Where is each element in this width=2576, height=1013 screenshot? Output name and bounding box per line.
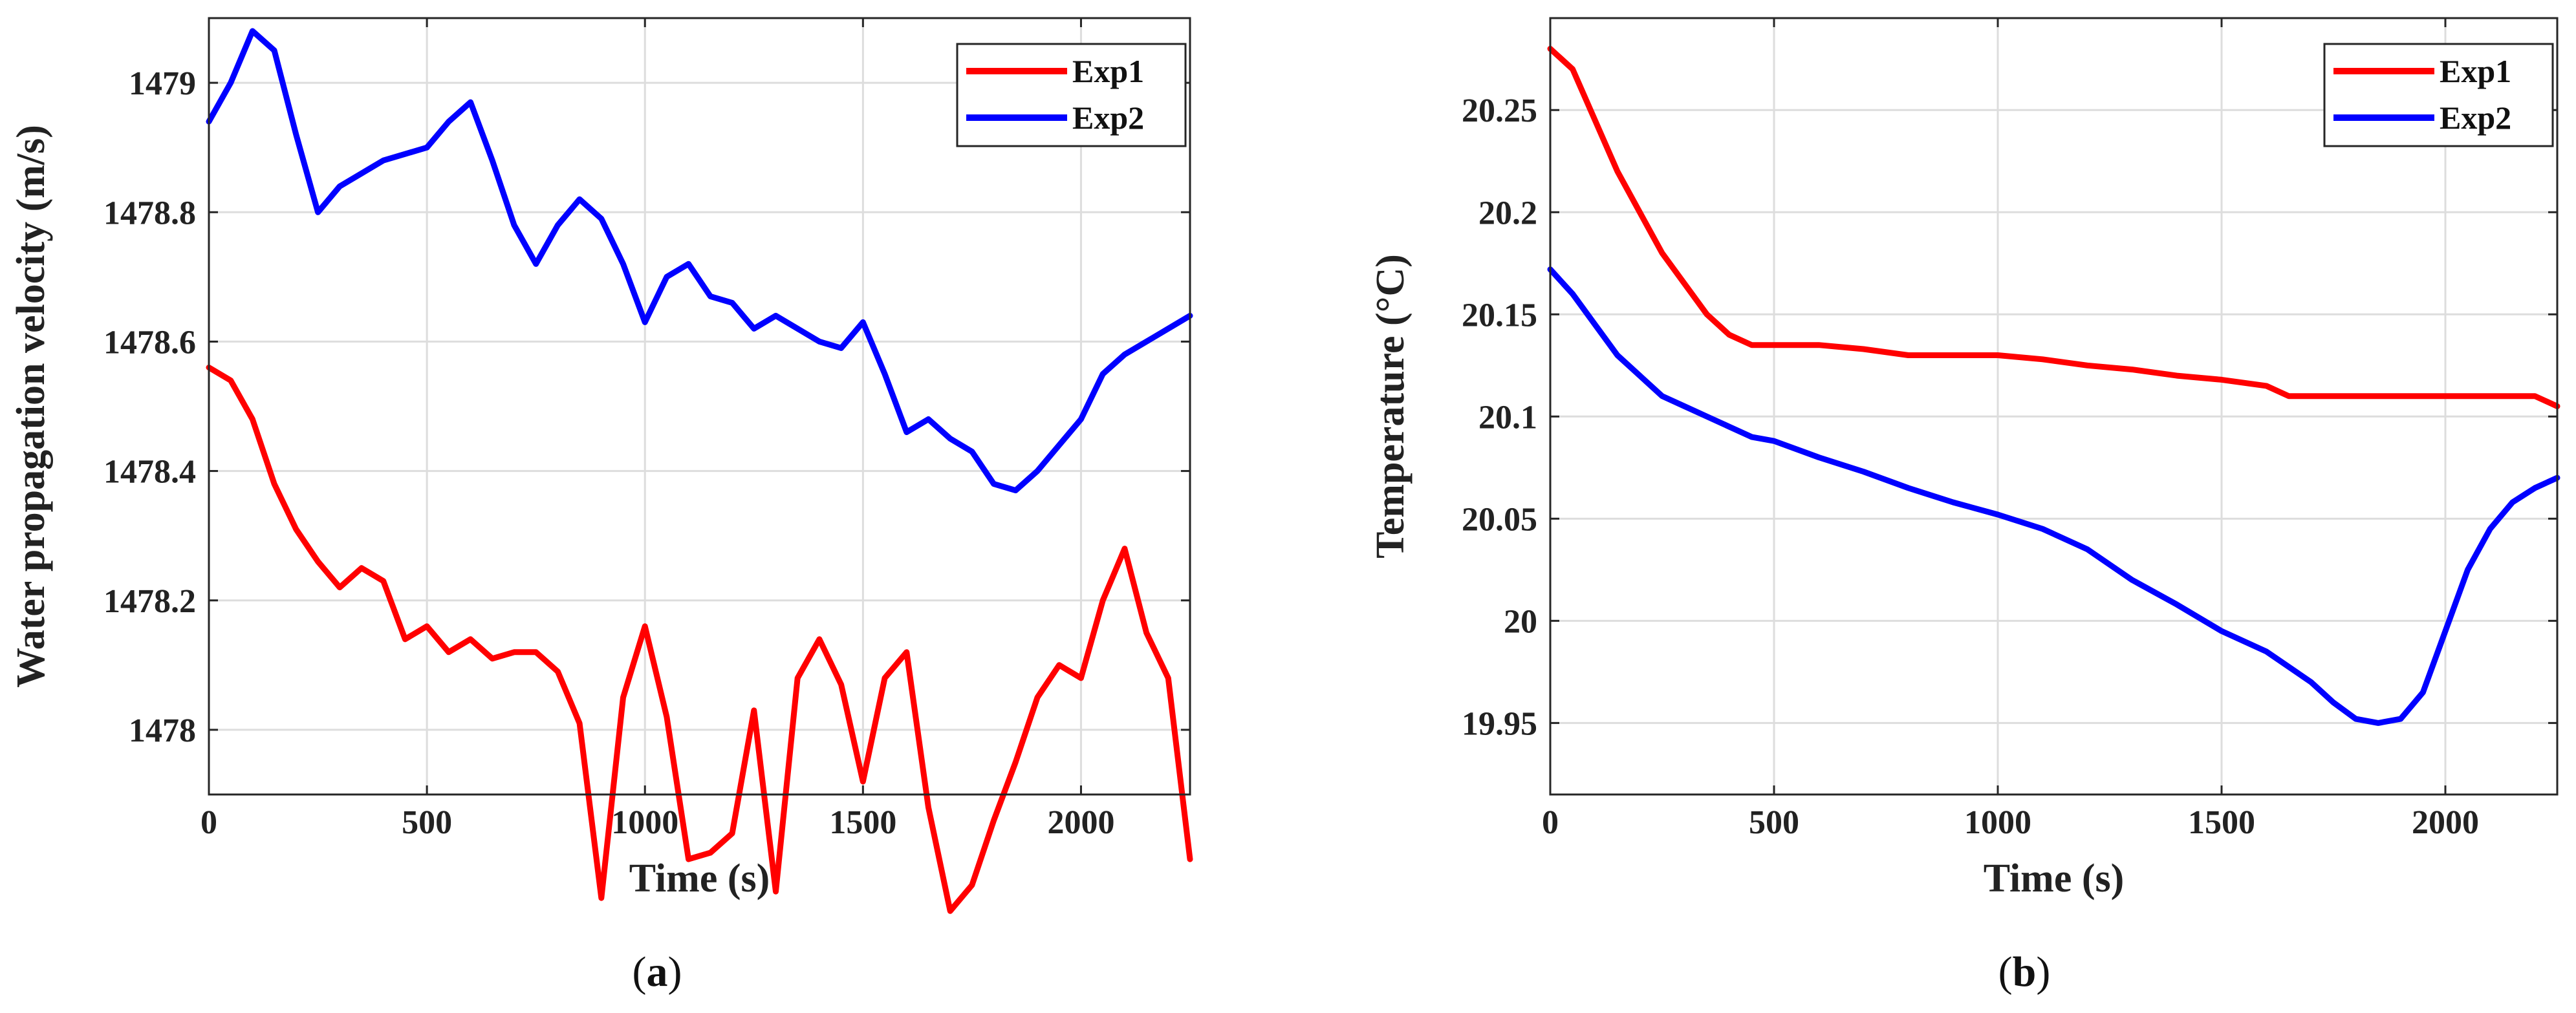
chart-b-y-tick-label: 20.15 [1462,297,1537,334]
chart-a-legend: Exp1 Exp2 [956,43,1187,147]
chart-a-y-tick-label: 1479 [129,65,196,102]
chart-a-legend-label-exp2: Exp2 [1072,100,1144,136]
chart-a-x-tick-label: 1500 [829,804,896,841]
chart-b-x-tick-label: 1000 [1964,804,2031,841]
chart-b-y-tick-label: 19.95 [1462,705,1537,742]
chart-a-panel-caption: (a) [633,948,682,996]
chart-a-ticks [208,18,1190,794]
chart-a: 0 500 1000 1500 2000 1478 1478.2 1478.4 1478.6 14… [9,17,1193,996]
chart-b-x-axis-label: Time (s) [1984,857,2125,901]
chart-a-plot-frame [208,17,1191,796]
chart-b-legend-label-exp2: Exp2 [2440,100,2511,136]
chart-b-legend-label-exp1: Exp1 [2440,53,2511,89]
chart-b-plot-frame [1549,17,2559,796]
chart-b-x-tick-label: 500 [1749,804,1799,841]
chart-a-series-exp1-line [206,365,1193,914]
chart-a-y-tick-label: 1478.4 [103,454,196,491]
chart-b-y-tick-label: 20 [1504,603,1537,640]
chart-b-series-exp1-line [1547,45,2560,409]
chart-b-y-axis-label: Temperature (°C) [1369,254,1412,559]
chart-a-legend-label-exp1: Exp1 [1072,53,1144,89]
chart-b-x-tick-label: 1500 [2188,804,2255,841]
chart-a-y-tick-label: 1478 [129,712,196,749]
chart-a-x-axis-label: Time (s) [629,857,770,901]
chart-b-x-tick-label: 0 [1542,804,1559,841]
chart-b-y-tick-label: 20.25 [1462,92,1537,129]
chart-b-series [1547,45,2560,726]
chart-a-x-tick-label: 1000 [611,804,678,841]
chart-a-tick-labels: 0 500 1000 1500 2000 1478 1478.2 1478.4 1478.6 14… [103,65,1114,841]
chart-a-y-tick-label: 1478.8 [103,195,196,231]
chart-a-x-tick-label: 2000 [1047,804,1114,841]
chart-a-series [206,28,1193,914]
chart-b-x-tick-label: 2000 [2412,804,2479,841]
chart-b-legend: Exp1 Exp2 [2323,43,2554,147]
chart-a-y-tick-label: 1478.6 [103,324,196,361]
chart-b-legend-box [2323,43,2554,147]
chart-b-tick-labels: 0 500 1000 1500 2000 19.95 20 20.05 20.1 20.15 20.… [1462,92,2479,841]
chart-a-x-tick-label: 500 [402,804,452,841]
chart-a-panel-letter: a [647,948,668,996]
chart-a-series-exp2-line [206,28,1193,494]
chart-b-panel-caption: (b) [1998,948,2051,996]
chart-b-y-tick-label: 20.05 [1462,501,1537,538]
chart-a-legend-box [956,43,1187,147]
chart-b-series-exp2-line [1547,266,2560,726]
chart-a-y-tick-label: 1478.2 [103,583,196,620]
chart-a-x-tick-label: 0 [200,804,217,841]
chart-b-y-tick-label: 20.2 [1478,195,1537,231]
chart-b: 0 500 1000 1500 2000 19.95 20 20.05 20.1 20.15 20.… [1369,17,2560,996]
chart-b-y-tick-label: 20.1 [1478,399,1537,436]
chart-a-y-axis-label: Water propagation velocity (m/s) [9,125,53,688]
chart-b-ticks [1549,18,2557,794]
chart-b-panel-letter: b [2013,948,2037,996]
